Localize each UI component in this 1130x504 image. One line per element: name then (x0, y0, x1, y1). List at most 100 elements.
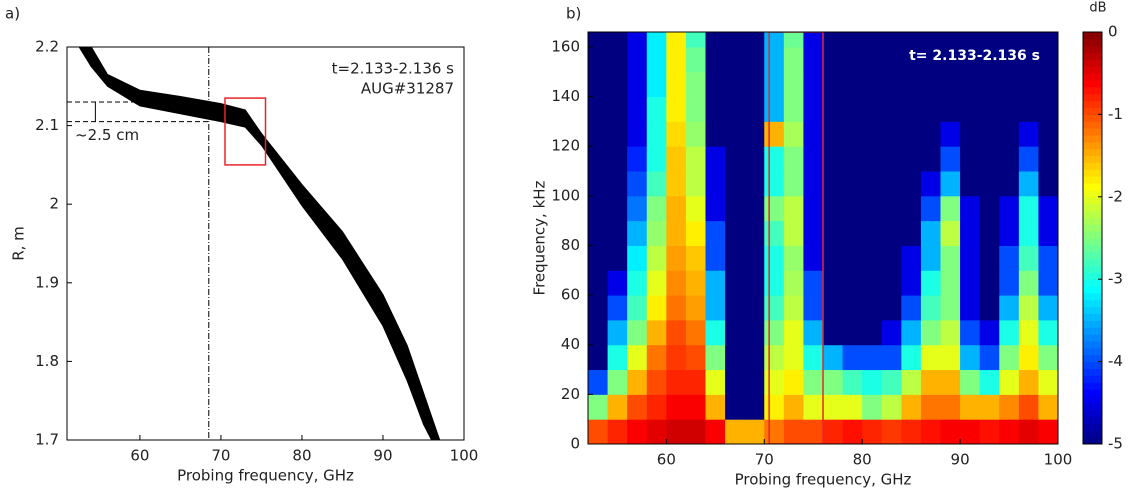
heat-cell (607, 121, 628, 147)
heat-cell (783, 71, 804, 98)
heat-cell (725, 220, 746, 246)
heat-cell (979, 46, 1000, 73)
heat-cell (979, 245, 1000, 271)
colorbar-swatch (1083, 347, 1102, 356)
colorbar-swatch (1083, 286, 1102, 294)
heat-cell (803, 245, 824, 271)
heat-cell (940, 32, 961, 48)
colorbar-swatch (1083, 52, 1102, 60)
heat-cell (1018, 121, 1039, 147)
heat-cell (823, 369, 844, 395)
heat-cell (783, 319, 804, 346)
heat-cell (979, 170, 1000, 197)
heat-cell (960, 96, 981, 122)
heat-cell (979, 121, 1000, 147)
heat-cell (666, 270, 687, 296)
colorbar-tick-label: -5 (1108, 435, 1123, 453)
heat-cell (901, 419, 922, 444)
heat-cell (881, 146, 902, 172)
heat-cell (705, 245, 726, 271)
heat-cell (999, 32, 1020, 48)
heat-cell (607, 270, 628, 296)
colorbar-swatch (1083, 100, 1102, 109)
y-tick-label: 1.8 (35, 352, 59, 370)
heat-cell (685, 245, 706, 271)
heat-cell (960, 220, 981, 246)
colorbar-swatch (1083, 217, 1102, 225)
heat-cell (783, 344, 804, 371)
heat-cell (588, 46, 609, 73)
y-tick-label: 1.7 (35, 431, 59, 449)
heat-cell (627, 46, 648, 73)
colorbar-swatch (1083, 402, 1102, 411)
heat-cell (960, 32, 981, 48)
heat-cell (862, 170, 883, 197)
heat-cell (842, 419, 863, 444)
heat-cell (646, 96, 667, 122)
y-tick-label: 2 (49, 195, 59, 213)
y-tick-label: 0 (570, 435, 580, 453)
highlight-box (224, 97, 267, 166)
highlight-box (768, 32, 824, 444)
y-tick-label: 1.9 (35, 273, 59, 291)
heat-cell (803, 46, 824, 73)
heat-cell (979, 96, 1000, 122)
heat-cell (646, 295, 667, 321)
heat-cell (920, 71, 941, 98)
heat-cell (783, 146, 804, 172)
heat-cell (725, 319, 746, 346)
heat-cell (744, 46, 765, 73)
colorbar-swatch (1083, 189, 1102, 198)
heat-cell (607, 46, 628, 73)
heat-cell (940, 245, 961, 271)
heat-cell (627, 32, 648, 48)
heat-cell (999, 195, 1020, 222)
colorbar-swatch (1083, 258, 1102, 266)
heat-cell (901, 270, 922, 296)
heat-cell (588, 220, 609, 246)
y-tick-label: 20 (561, 385, 580, 403)
heat-cell (823, 220, 844, 246)
heat-cell (823, 46, 844, 73)
colorbar-frame (1082, 31, 1103, 445)
heat-cell (705, 369, 726, 395)
heat-cell (862, 32, 883, 48)
heat-cell (842, 32, 863, 48)
heat-cell (1018, 96, 1039, 122)
heat-cell (823, 71, 844, 98)
colorbar-swatch (1083, 375, 1102, 383)
heat-cell (627, 96, 648, 122)
heat-cell (920, 369, 941, 395)
heat-cell (920, 419, 941, 444)
colorbar-swatch (1083, 155, 1102, 163)
heat-cell (920, 319, 941, 346)
heat-cell (764, 369, 785, 395)
heat-cell (1018, 220, 1039, 246)
heat-cell (764, 319, 785, 346)
heat-cell (920, 46, 941, 73)
heat-cell (783, 245, 804, 271)
heat-cell (646, 220, 667, 246)
heat-cell (744, 319, 765, 346)
heat-cell (705, 195, 726, 222)
heat-cell (901, 195, 922, 222)
heat-cell (920, 96, 941, 122)
heat-cell (705, 46, 726, 73)
heat-cell (725, 419, 746, 444)
colorbar-swatch (1083, 341, 1102, 349)
x-tick-label: 60 (657, 451, 676, 469)
heat-cell (588, 369, 609, 395)
heat-cell (881, 71, 902, 98)
heat-cell (725, 121, 746, 147)
heat-cell (823, 419, 844, 444)
heat-cell (862, 394, 883, 420)
heat-cell (862, 220, 883, 246)
colorbar-swatch (1083, 423, 1102, 431)
heat-cell (979, 319, 1000, 346)
heat-cell (685, 121, 706, 147)
heat-cell (764, 170, 785, 197)
heat-cell (901, 46, 922, 73)
heat-cell (960, 270, 981, 296)
heat-cell (744, 344, 765, 371)
